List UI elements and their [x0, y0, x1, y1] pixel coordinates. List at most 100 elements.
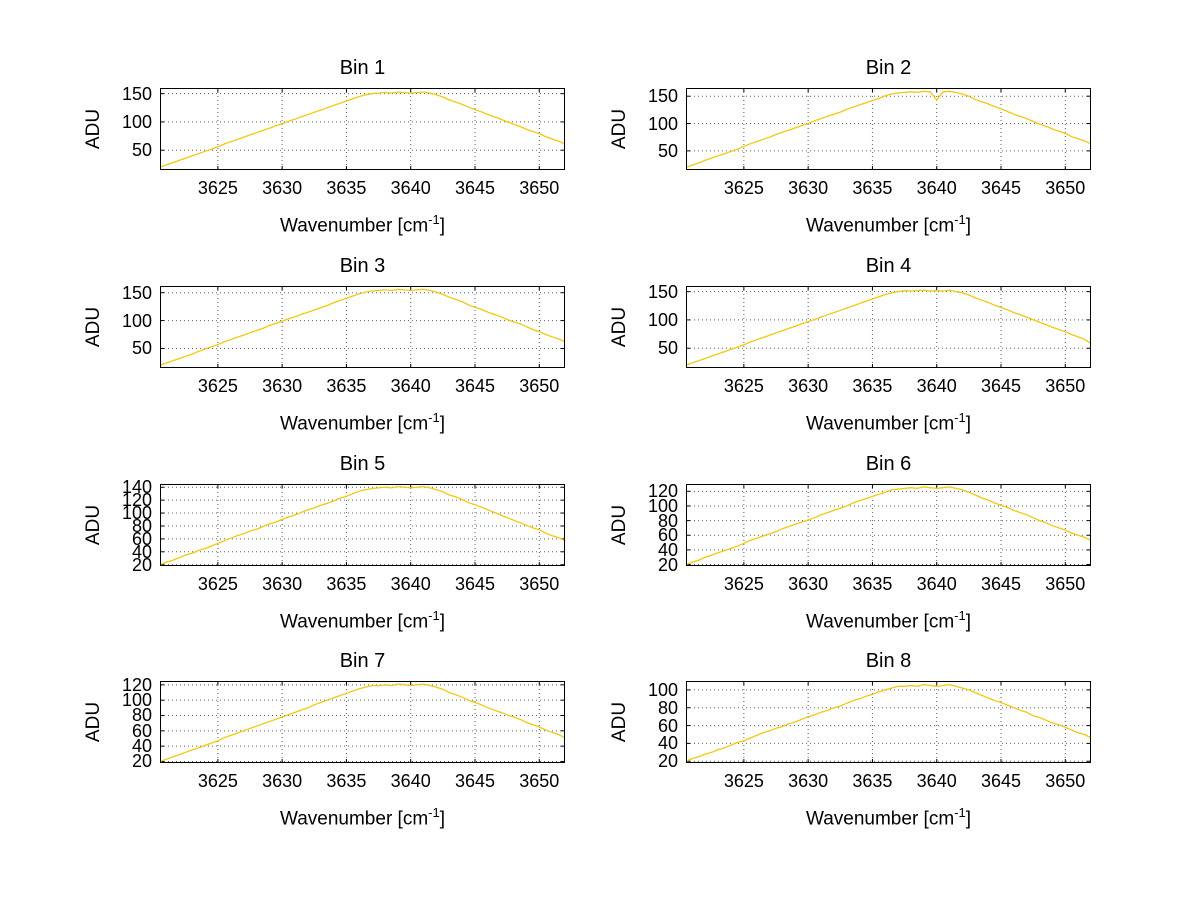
y-tick-label: 60: [657, 525, 678, 546]
plot-area: [159, 484, 566, 566]
y-tick-label: 100: [121, 310, 152, 331]
x-tick-label: 3630: [788, 178, 829, 198]
x-tick-label: 3625: [723, 771, 764, 791]
y-tick-label: 100: [647, 679, 678, 700]
subplot-title: Bin 4: [865, 255, 912, 277]
subplot-title: Bin 6: [865, 453, 912, 475]
y-tick-label: 80: [131, 515, 152, 536]
y-tick-label: 150: [121, 83, 152, 104]
x-tick-label: 3625: [723, 574, 764, 594]
subplot-bin-7: Bin 7 ADU Wavenumber [cm-1] 3625 3630 3635…: [83, 650, 566, 829]
subplot-title: Bin 1: [339, 57, 386, 79]
x-axis-label-text: Wavenumber [cm: [805, 215, 955, 237]
y-tick-label: 20: [131, 554, 152, 575]
subplot-bin-3: Bin 3 ADU Wavenumber [cm-1] 3625 3630 3635…: [83, 255, 566, 434]
x-axis-label-close: ]: [439, 215, 445, 237]
x-tick-label: 3635: [852, 178, 893, 198]
subplot-title: Bin 7: [339, 650, 386, 672]
x-axis-label-sup: -1: [428, 410, 440, 425]
x-tick-label: 3630: [262, 376, 303, 396]
y-tick-label: 20: [657, 554, 678, 575]
y-tick-label: 60: [657, 715, 678, 736]
x-tick-label: 3640: [390, 574, 431, 594]
x-tick-label: 3630: [788, 771, 829, 791]
spectrum-line: [685, 683, 1092, 762]
x-tick-label: 3640: [390, 771, 431, 791]
x-tick-label: 3630: [788, 574, 829, 594]
x-tick-label: 3650: [1045, 376, 1086, 396]
x-tick-label: 3650: [1045, 574, 1086, 594]
subplot-bin-4: Bin 4 ADU Wavenumber [cm-1] 3625 3630 3635…: [609, 255, 1092, 434]
subplot-bin-6: Bin 6 ADU Wavenumber [cm-1] 3625 3630 3635…: [609, 453, 1092, 632]
x-tick-label: 3635: [326, 574, 367, 594]
y-tick-label: 100: [121, 503, 152, 524]
spectrum-line: [685, 289, 1092, 366]
x-tick-label: 3630: [788, 376, 829, 396]
x-axis-label: Wavenumber [cm-1]: [686, 212, 1091, 237]
axes-box: [160, 88, 565, 170]
plot-area: [685, 286, 1092, 368]
y-tick-label: 50: [657, 338, 678, 359]
x-tick-label: 3645: [454, 376, 496, 396]
subplot-title: Bin 5: [339, 453, 386, 475]
y-tick-label: 20: [657, 751, 678, 772]
subplot-bin-5: Bin 5 ADU Wavenumber [cm-1] 3625 3630 3635…: [83, 453, 566, 632]
y-tick-label: 40: [131, 736, 152, 757]
x-axis-label-close: ]: [965, 413, 971, 435]
axes-box: [160, 681, 565, 763]
y-tick-label: 120: [121, 490, 152, 511]
spectrum-line: [159, 683, 566, 763]
plot-area: [685, 484, 1092, 566]
x-tick-label: 3630: [262, 178, 303, 198]
y-tick-label: 80: [131, 705, 152, 726]
x-axis-label: Wavenumber [cm-1]: [686, 410, 1091, 435]
subplot-title: Bin 3: [339, 255, 386, 277]
x-tick-label: 3625: [197, 574, 238, 594]
x-axis-label-sup: -1: [954, 608, 966, 623]
x-tick-label: 3635: [852, 771, 893, 791]
x-axis-label: Wavenumber [cm-1]: [160, 212, 565, 237]
x-tick-label: 3625: [197, 376, 238, 396]
y-tick-label: 150: [121, 282, 152, 303]
axes-box: [686, 484, 1091, 566]
subplot-title: Bin 8: [865, 650, 912, 672]
axes-box: [160, 286, 565, 368]
x-tick-label: 3640: [916, 178, 957, 198]
x-tick-label: 3635: [326, 376, 367, 396]
x-tick-label: 3645: [980, 771, 1022, 791]
x-tick-label: 3650: [1045, 178, 1086, 198]
spectrum-line: [685, 486, 1092, 566]
x-axis-label: Wavenumber [cm-1]: [686, 608, 1091, 633]
x-axis-label-sup: -1: [428, 805, 440, 820]
axes-box: [686, 88, 1091, 170]
x-tick-label: 3630: [262, 771, 303, 791]
x-tick-label: 3645: [980, 376, 1022, 396]
spectrum-line: [159, 485, 566, 566]
x-axis-label: Wavenumber [cm-1]: [160, 608, 565, 633]
y-tick-label: 40: [131, 541, 152, 562]
spectrum-line: [685, 90, 1092, 168]
x-tick-label: 3640: [390, 376, 431, 396]
x-axis-label-text: Wavenumber [cm: [279, 215, 429, 237]
y-tick-label: 150: [647, 281, 678, 302]
y-tick-label: 140: [121, 477, 152, 498]
y-tick-label: 60: [131, 720, 152, 741]
x-axis-label-text: Wavenumber [cm: [805, 611, 955, 633]
x-axis-label-text: Wavenumber [cm: [805, 808, 955, 830]
y-tick-label: 80: [657, 697, 678, 718]
y-tick-label: 100: [647, 113, 678, 134]
x-axis-label-sup: -1: [954, 410, 966, 425]
x-axis-label-text: Wavenumber [cm: [805, 413, 955, 435]
x-axis-label-close: ]: [439, 808, 445, 830]
subplot-bin-1: Bin 1 ADU Wavenumber [cm-1] 3625 3630 3635…: [83, 57, 566, 236]
x-tick-label: 3645: [454, 178, 496, 198]
y-tick-label: 50: [657, 140, 678, 161]
y-tick-label: 50: [131, 338, 152, 359]
y-tick-label: 100: [647, 309, 678, 330]
axes-box: [160, 484, 565, 566]
x-tick-label: 3635: [852, 376, 893, 396]
x-tick-label: 3650: [519, 574, 560, 594]
x-tick-label: 3650: [519, 178, 560, 198]
x-tick-label: 3650: [519, 376, 560, 396]
